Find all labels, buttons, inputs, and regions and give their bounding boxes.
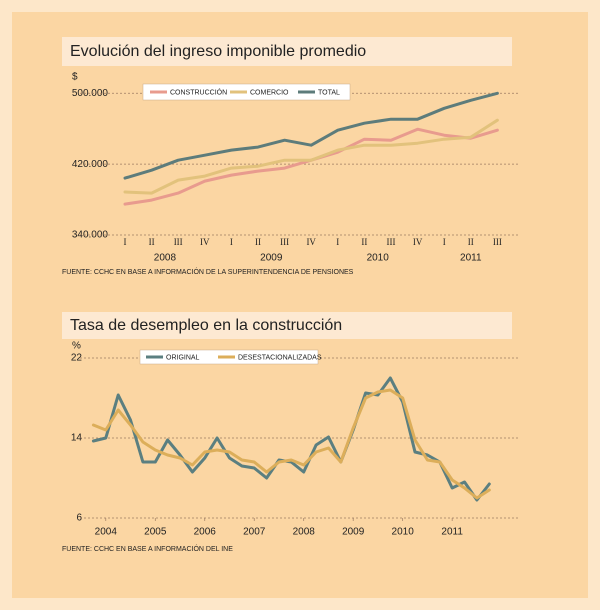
x-tick-label: IV (200, 237, 210, 247)
year-label: 2008 (154, 253, 177, 264)
x-tick-label: 2010 (392, 527, 415, 538)
x-tick-label: IV (413, 237, 423, 247)
x-tick-label: I (124, 237, 127, 247)
series-line (91, 388, 491, 500)
panel (12, 12, 588, 598)
year-label: 2009 (260, 253, 283, 264)
chart-title: Tasa de desempleo en la construcción (70, 317, 342, 334)
x-tick-label: III (387, 237, 396, 247)
source: FUENTE: CCHC EN BASE A INFORMACIÓN DEL I… (62, 544, 233, 553)
y-tick-label: 500.000 (72, 88, 109, 99)
y-tick-label: 420.000 (72, 159, 109, 170)
series-line (123, 91, 499, 180)
x-tick-label: II (255, 237, 261, 247)
title-box (62, 312, 512, 339)
x-tick-label: 2009 (342, 527, 365, 538)
x-tick-label: III (174, 237, 183, 247)
y-tick-label: 22 (71, 353, 83, 364)
title-box (62, 37, 512, 66)
legend-label: TOTAL (318, 89, 340, 96)
y-axis-label: % (72, 341, 81, 352)
legend-label: ORIGINAL (166, 354, 200, 361)
x-tick-label: 2006 (194, 527, 217, 538)
legend-label: CONSTRUCCIÓN (170, 87, 227, 96)
x-tick-label: 2008 (293, 527, 316, 538)
x-tick-label: 2007 (243, 527, 266, 538)
x-tick-label: IV (306, 237, 316, 247)
x-tick-label: III (280, 237, 289, 247)
y-axis-label: $ (72, 72, 78, 83)
x-tick-label: II (468, 237, 474, 247)
year-label: 2010 (367, 253, 390, 264)
chart-title: Evolución del ingreso imponible promedio (70, 43, 366, 60)
x-tick-label: II (149, 237, 155, 247)
x-tick-label: 2005 (144, 527, 167, 538)
y-tick-label: 6 (76, 513, 82, 524)
series-line (123, 118, 499, 195)
x-tick-label: I (336, 237, 339, 247)
x-tick-label: I (443, 237, 446, 247)
y-tick-label: 340.000 (72, 230, 109, 241)
y-tick-label: 14 (71, 433, 83, 444)
x-tick-label: III (493, 237, 502, 247)
source: FUENTE: CCHC EN BASE A INFORMACIÓN DE LA… (62, 267, 354, 276)
year-label: 2011 (460, 253, 482, 264)
x-tick-label: 2004 (95, 527, 118, 538)
legend-label: DESESTACIONALIZADAS (238, 354, 322, 361)
x-tick-label: 2011 (441, 527, 463, 538)
x-tick-label: II (361, 237, 367, 247)
x-tick-label: I (230, 237, 233, 247)
legend-label: COMERCIO (250, 89, 289, 96)
